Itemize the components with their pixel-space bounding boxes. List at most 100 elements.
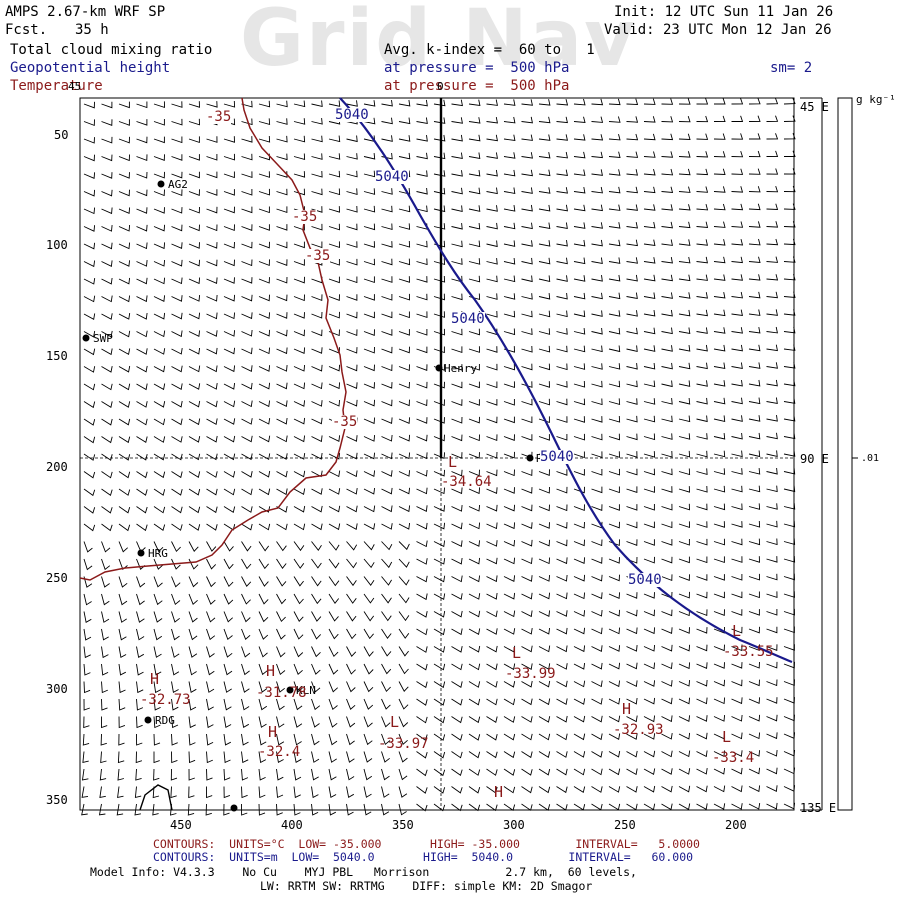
wind-barb	[731, 327, 743, 334]
wind-barb	[398, 205, 411, 213]
wind-barb	[608, 768, 621, 776]
wind-barb	[713, 168, 726, 175]
wind-barb	[538, 257, 551, 265]
wind-barb	[153, 224, 166, 232]
wind-barb	[433, 434, 445, 442]
wind-barb	[346, 452, 358, 460]
wind-barb	[206, 101, 218, 108]
wind-barb	[258, 768, 266, 781]
wind-barb	[188, 277, 201, 285]
wind-barb	[276, 259, 288, 266]
wind-barb	[678, 539, 690, 546]
wind-barb	[591, 504, 603, 511]
wind-barb	[486, 487, 498, 494]
wind-barb	[153, 436, 166, 443]
wind-barb	[311, 786, 319, 799]
wind-barb	[451, 786, 463, 794]
wind-barb	[661, 345, 673, 352]
wind-barb	[573, 151, 586, 159]
wind-barb	[591, 662, 603, 670]
wind-barb	[136, 576, 146, 588]
wind-barb	[486, 628, 498, 635]
wind-barb	[748, 626, 760, 634]
wind-barb	[398, 452, 411, 460]
wind-barb	[101, 277, 113, 285]
wind-barb	[661, 186, 674, 194]
wind-barb	[241, 523, 253, 531]
wind-barb	[783, 661, 795, 669]
forecast-value: 35 h	[75, 22, 109, 38]
wind-barb	[398, 346, 410, 354]
wind-barb	[731, 344, 743, 352]
wind-barb	[153, 119, 165, 126]
wind-barb	[398, 276, 410, 283]
wind-barb	[188, 347, 201, 355]
wind-barb	[608, 327, 621, 335]
wind-barb	[188, 242, 200, 249]
wind-barb	[416, 646, 428, 653]
wind-barb	[101, 541, 111, 553]
wind-barb	[328, 541, 340, 551]
wind-barb	[661, 574, 673, 582]
wind-barb	[328, 803, 337, 816]
y-tick: 200	[46, 460, 68, 474]
wind-barb	[538, 786, 551, 794]
wind-barb	[188, 611, 198, 623]
wind-barb	[188, 330, 201, 337]
extremum-value: -34.64	[441, 474, 492, 490]
wind-barb	[573, 557, 586, 564]
wind-barb	[573, 257, 586, 265]
wind-barb	[573, 715, 586, 723]
wind-barb	[153, 733, 161, 746]
wind-barb	[573, 416, 585, 423]
wind-barb	[556, 134, 568, 141]
wind-barb	[398, 240, 411, 248]
wind-barb	[135, 751, 143, 764]
wind-barb	[241, 768, 249, 781]
wind-barb	[311, 311, 323, 319]
wind-barb	[258, 188, 270, 196]
wind-barb	[258, 786, 266, 799]
wind-barb	[503, 187, 516, 194]
wind-barb	[328, 364, 341, 372]
wind-barb	[83, 260, 96, 268]
wind-barb	[468, 469, 480, 477]
wind-barb	[661, 362, 673, 370]
wind-barb	[591, 751, 603, 758]
wind-barb	[416, 487, 428, 495]
wind-barb	[591, 698, 603, 705]
wind-barb	[591, 627, 603, 635]
wind-barb	[171, 471, 183, 479]
wind-barb	[276, 733, 285, 746]
wind-barb	[678, 785, 691, 793]
wind-barb	[311, 153, 323, 160]
wind-barb	[153, 681, 162, 694]
wind-barb	[276, 294, 288, 302]
wind-barb	[591, 592, 603, 600]
wind-barb	[626, 451, 638, 458]
wind-barb	[416, 575, 428, 583]
wind-barb	[713, 732, 726, 740]
wind-barb	[363, 100, 376, 107]
wind-barb	[363, 786, 372, 798]
wind-barb	[116, 803, 124, 816]
wind-barb	[608, 169, 621, 176]
wind-barb	[783, 326, 796, 334]
wind-barb	[573, 222, 586, 229]
footer-physics: LW: RRTM SW: RRTMG DIFF: simple KM: 2D S…	[260, 879, 593, 893]
wind-barb	[678, 380, 691, 387]
wind-barb	[293, 171, 306, 178]
wind-barb	[381, 768, 390, 781]
wind-barb	[101, 558, 111, 571]
wind-barb	[398, 663, 409, 675]
wind-barb	[363, 698, 374, 710]
wind-barb	[503, 751, 516, 759]
wind-barb	[626, 257, 638, 264]
wind-barb	[661, 785, 673, 793]
height-contour-label: 5040	[335, 107, 369, 123]
wind-barb	[696, 309, 708, 317]
wind-barb	[136, 119, 148, 126]
wind-barb	[118, 119, 130, 126]
wind-barb	[83, 628, 92, 641]
wind-barb	[556, 292, 568, 300]
